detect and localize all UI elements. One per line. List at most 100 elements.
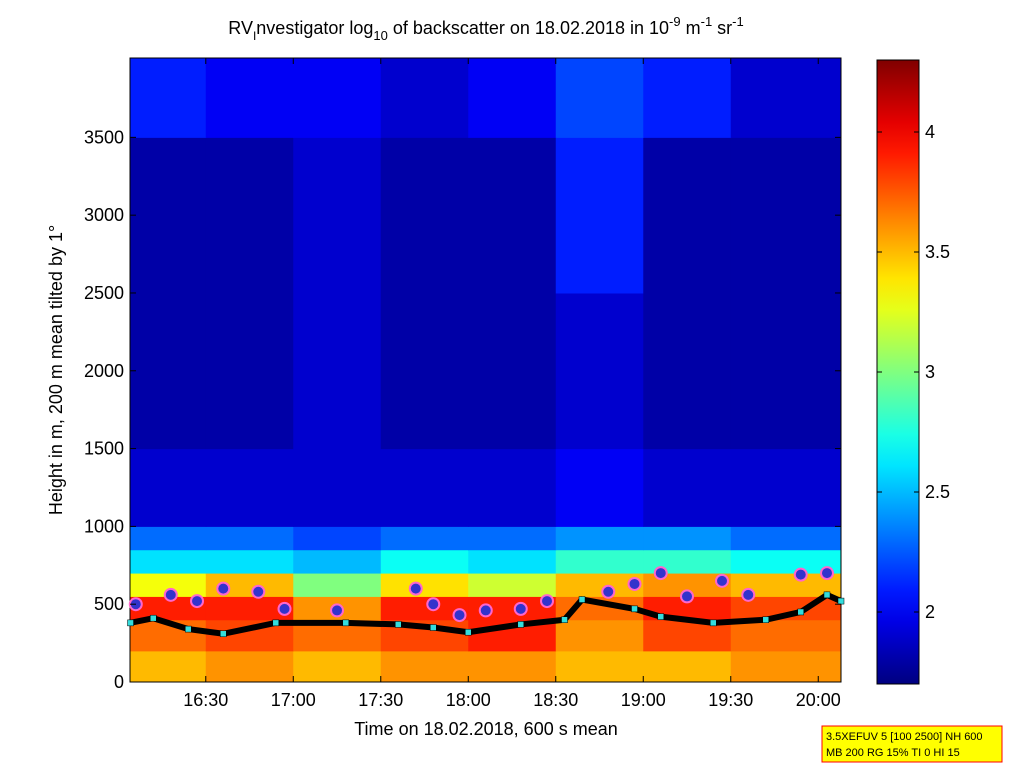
heatmap-cell xyxy=(730,650,842,683)
heatmap-cell xyxy=(643,573,732,597)
title-part: nvestigator log xyxy=(256,18,373,38)
title-part: m xyxy=(681,18,701,38)
title-part: 10 xyxy=(373,28,387,43)
heatmap-cell xyxy=(205,58,294,138)
boundary-marker xyxy=(342,619,350,627)
heatmap-cell xyxy=(205,292,294,450)
cloud-point xyxy=(452,608,467,623)
heatmap-cell xyxy=(130,596,207,621)
heatmap-cell xyxy=(130,549,207,574)
heatmap-cell xyxy=(130,292,207,450)
heatmap-cell xyxy=(555,58,644,138)
heatmap-cell xyxy=(293,137,382,294)
heatmap-cell xyxy=(130,137,207,294)
heatmap-cell xyxy=(293,448,382,527)
y-tick-label: 2500 xyxy=(84,283,124,303)
heatmap-cell xyxy=(293,292,382,450)
heatmap-cell xyxy=(730,526,842,551)
heatmap-cell xyxy=(555,292,644,450)
heatmap-cell xyxy=(555,549,644,574)
cloud-point xyxy=(277,601,292,616)
title-part: -9 xyxy=(669,14,681,29)
heatmap-cell xyxy=(130,58,207,138)
cloud-point xyxy=(426,597,441,612)
heatmap-cell xyxy=(205,526,294,551)
y-tick-label: 2000 xyxy=(84,361,124,381)
cloud-point xyxy=(653,566,668,581)
y-axis-label: Height in m, 200 m mean tilted by 1° xyxy=(46,225,66,515)
heatmap-cell xyxy=(130,650,207,683)
heatmap-cell xyxy=(380,448,469,527)
heatmap-cell xyxy=(643,526,732,551)
x-tick-label: 18:30 xyxy=(533,690,578,710)
heatmap-cell xyxy=(555,137,644,294)
boundary-marker xyxy=(272,619,280,627)
chart-title: RVInvestigator log10 of backscatter on 1… xyxy=(228,14,743,43)
boundary-marker xyxy=(220,630,227,638)
boundary-marker xyxy=(395,621,402,628)
cloud-point xyxy=(793,567,808,582)
heatmap-cell xyxy=(730,549,842,574)
heatmap-cell xyxy=(555,619,644,652)
boundary-marker xyxy=(631,605,638,613)
heatmap-cell xyxy=(130,448,207,527)
heatmap-cell xyxy=(730,292,842,450)
heatmap-cell xyxy=(205,650,294,683)
heatmap-cell xyxy=(293,650,382,683)
note-box xyxy=(821,725,1003,763)
title-part: -1 xyxy=(732,14,744,29)
heatmap-cell xyxy=(380,549,469,574)
boundary-marker xyxy=(561,616,568,624)
heatmap-cell xyxy=(293,526,382,551)
cloud-point xyxy=(478,603,493,618)
x-tick-label: 18:00 xyxy=(446,690,491,710)
heatmap-cell xyxy=(643,58,732,138)
boundary-marker xyxy=(127,619,134,627)
heatmap-cell xyxy=(468,573,557,597)
boundary-marker xyxy=(657,613,665,620)
heatmap-cell xyxy=(468,137,557,294)
colorbar-label: 4 xyxy=(925,122,935,142)
heatmap-cell xyxy=(730,448,842,527)
x-axis-label: Time on 18.02.2018, 600 s mean xyxy=(354,719,618,739)
heatmap-cell xyxy=(130,526,207,551)
heatmap-cell xyxy=(730,573,842,597)
heatmap-cell xyxy=(205,137,294,294)
colorbar-label: 2 xyxy=(925,602,935,622)
heatmap-cell xyxy=(643,448,732,527)
boundary-marker xyxy=(430,624,437,631)
title-part: sr xyxy=(712,18,732,38)
y-tick-label: 0 xyxy=(114,672,124,692)
colorbar xyxy=(876,59,920,685)
heatmap xyxy=(130,58,842,683)
heatmap-cell xyxy=(643,137,732,294)
cloud-point xyxy=(601,584,616,599)
cloud-point xyxy=(540,594,555,609)
heatmap-cell xyxy=(643,292,732,450)
note-line: MB 200 RG 15% TI 0 HI 15 xyxy=(826,747,960,759)
colorbar-label: 3 xyxy=(925,362,935,382)
heatmap-cell xyxy=(468,650,557,683)
cloud-point xyxy=(190,594,205,609)
heatmap-cell xyxy=(555,448,644,527)
x-tick-label: 20:00 xyxy=(796,690,841,710)
x-tick-label: 19:00 xyxy=(621,690,666,710)
heatmap-cell xyxy=(293,573,382,597)
cloud-point xyxy=(680,589,695,604)
y-tick-label: 3000 xyxy=(84,205,124,225)
heatmap-cell xyxy=(555,650,644,683)
heatmap-cell xyxy=(468,526,557,551)
cloud-point xyxy=(715,573,730,588)
cloud-point xyxy=(820,566,835,581)
heatmap-cell xyxy=(205,549,294,574)
heatmap-cell xyxy=(205,596,294,621)
heatmap-cell xyxy=(380,526,469,551)
boundary-marker xyxy=(797,608,805,616)
boundary-marker xyxy=(762,616,770,624)
cloud-point xyxy=(251,584,266,599)
cloud-point xyxy=(408,581,423,596)
y-tick-label: 1500 xyxy=(84,439,124,459)
heatmap-cell xyxy=(380,596,469,621)
boundary-marker xyxy=(837,597,845,605)
